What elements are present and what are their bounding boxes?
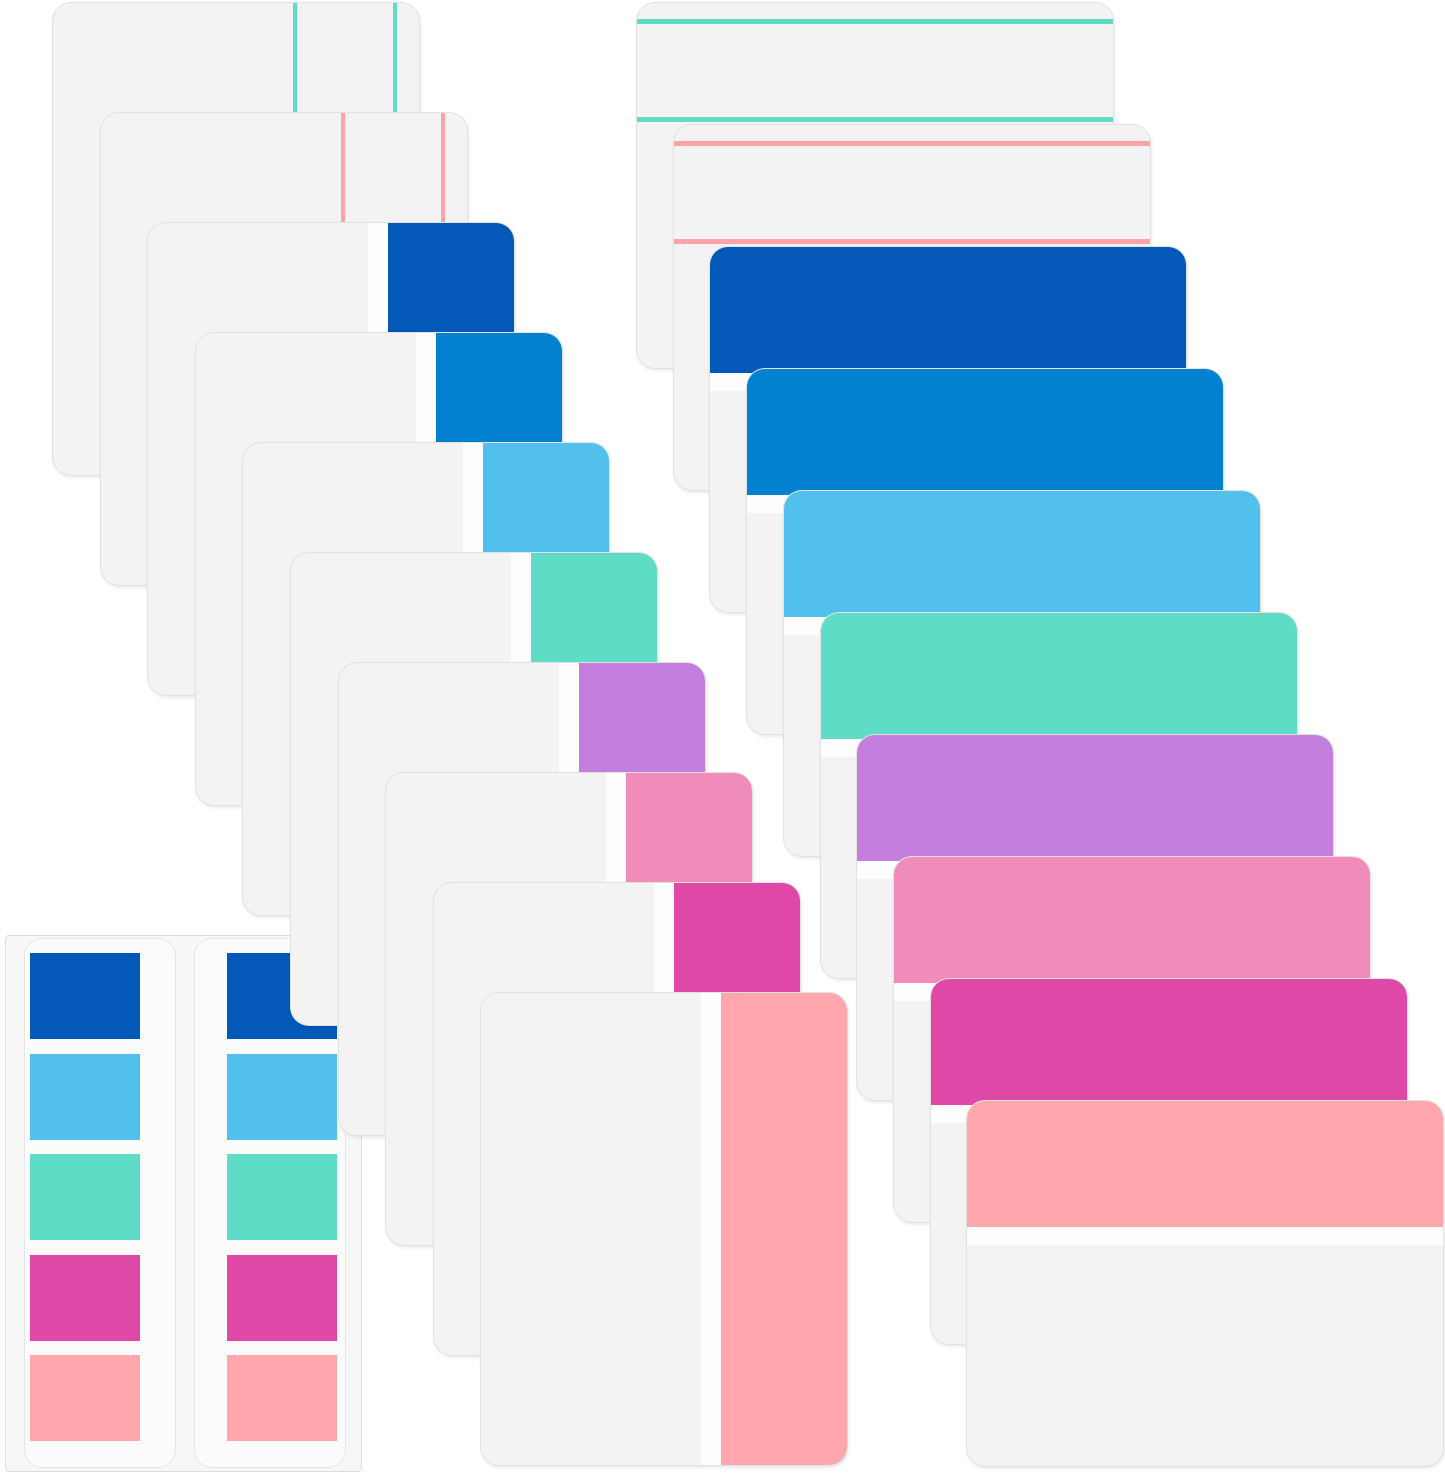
color-flag	[30, 1053, 140, 1140]
tab-color-band	[747, 369, 1224, 495]
color-flag	[227, 1053, 337, 1140]
tab-color-band	[783, 491, 1260, 617]
tab-color-line	[637, 117, 1113, 122]
tab-clear-gap	[967, 1227, 1444, 1245]
tab-color-band	[710, 247, 1187, 373]
color-flag	[227, 1254, 337, 1341]
tab-color-strip	[721, 993, 848, 1465]
tab-color-band	[857, 735, 1334, 861]
tab-color-band	[820, 613, 1297, 739]
horizontal-tab	[967, 1101, 1444, 1466]
tab-color-band	[893, 857, 1370, 983]
tab-color-band	[967, 1101, 1444, 1227]
tab-color-band	[930, 979, 1407, 1105]
tab-color-line	[673, 141, 1150, 146]
tab-color-line	[673, 239, 1150, 244]
color-flag	[30, 1355, 140, 1441]
color-flag	[30, 1254, 140, 1341]
color-flag	[30, 1154, 140, 1240]
flag-sheet	[5, 935, 362, 1472]
tab-clear-gap	[701, 993, 722, 1465]
vertical-tab	[481, 993, 848, 1465]
color-flag	[30, 953, 140, 1039]
color-flag	[227, 1355, 337, 1441]
color-flag	[227, 1154, 337, 1240]
tab-color-line	[637, 19, 1113, 24]
